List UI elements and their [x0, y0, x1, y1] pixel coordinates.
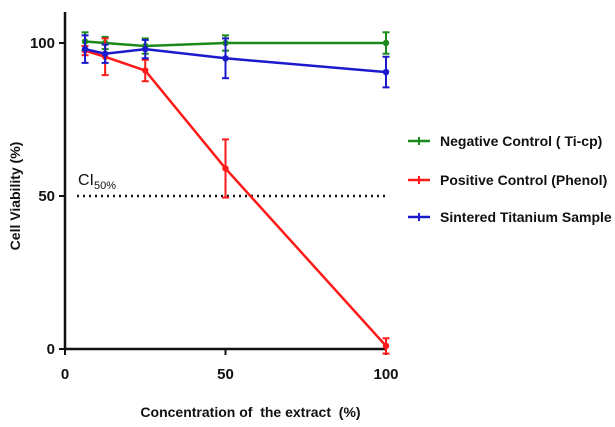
data-point [81, 45, 89, 53]
annotations: CI50% [77, 172, 386, 198]
data-point [101, 50, 109, 57]
series-line [84, 49, 387, 347]
legend-item-2: Sintered Titanium Sample [408, 209, 612, 225]
series-2 [81, 34, 390, 89]
legend-label: Sintered Titanium Sample [440, 209, 612, 225]
axes: 0 50 100 0 50 100 Concentration of the extract… [7, 12, 399, 420]
data-point [142, 67, 149, 74]
ci50-label-subscript: 50% [94, 180, 116, 192]
series-line [84, 40, 386, 48]
data-point [382, 68, 390, 76]
legend-label: Negative Control ( Ti-cp) [440, 133, 602, 149]
data-point [222, 55, 229, 62]
ci50-label: CI50% [78, 172, 116, 192]
x-tick-label: 50 [217, 366, 234, 383]
y-axis-title: Cell Viability (%) [7, 142, 23, 251]
data-point [382, 342, 390, 350]
data-point [222, 165, 229, 172]
x-axis-title: Concentration of the extract (%) [140, 404, 360, 420]
x-tick-label: 100 [373, 366, 398, 383]
legend: Negative Control ( Ti-cp) Positive Contro… [408, 133, 612, 225]
series-line [84, 47, 387, 74]
y-tick-label: 100 [30, 35, 55, 52]
data-point [382, 39, 390, 47]
legend-item-1: Positive Control (Phenol) [408, 172, 607, 188]
legend-item-0: Negative Control ( Ti-cp) [408, 133, 602, 149]
x-tick-label: 0 [61, 366, 69, 383]
ci50-label-main: CI [78, 172, 94, 189]
y-tick-label: 50 [38, 188, 55, 205]
series-layer [81, 31, 390, 355]
legend-label: Positive Control (Phenol) [440, 172, 607, 188]
series-1 [81, 37, 390, 355]
data-point [142, 45, 149, 53]
y-tick-label: 0 [47, 341, 55, 358]
